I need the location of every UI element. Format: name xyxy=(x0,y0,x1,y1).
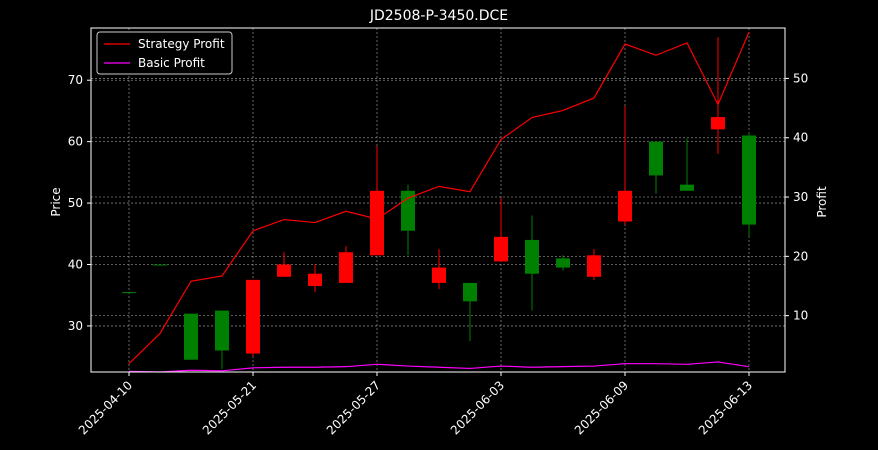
candle-body-1 xyxy=(153,264,167,266)
left-tick-label-4: 70 xyxy=(68,73,83,87)
candle-body-7 xyxy=(339,252,353,283)
candle-body-3 xyxy=(215,310,229,351)
candle-body-13 xyxy=(525,239,539,274)
candle-body-14 xyxy=(556,258,570,268)
plot-frame xyxy=(90,27,786,373)
candle-body-17 xyxy=(649,141,663,176)
candle-body-5 xyxy=(277,264,291,277)
right-axis: 10 20 30 40 50 xyxy=(785,71,808,323)
candle-body-6 xyxy=(308,273,322,286)
right-tick-label-1: 20 xyxy=(793,249,808,263)
candle-body-12 xyxy=(494,236,508,262)
chart-title: JD2508-P-3450.DCE xyxy=(369,8,508,24)
candle-body-2 xyxy=(184,313,198,360)
left-tick-label-0: 30 xyxy=(68,319,83,333)
candle-body-20 xyxy=(742,135,756,225)
candle-body-4 xyxy=(246,279,260,354)
right-tick-label-4: 50 xyxy=(793,71,808,85)
legend-label-strategy: Strategy Profit xyxy=(138,37,225,51)
candle-body-0 xyxy=(122,292,136,294)
left-tick-label-3: 60 xyxy=(68,135,83,149)
left-axis: 30 40 50 60 70 xyxy=(68,73,91,333)
candle-body-16 xyxy=(618,190,632,222)
legend-label-basic: Basic Profit xyxy=(138,56,205,70)
series-line-1 xyxy=(128,361,750,373)
legend: Strategy Profit Basic Profit xyxy=(96,31,233,75)
candle-body-10 xyxy=(432,267,446,283)
candle-body-15 xyxy=(587,255,601,277)
candle-body-18 xyxy=(680,184,694,191)
y-axis-label-left: Price xyxy=(49,187,63,216)
candle-body-8 xyxy=(370,190,384,256)
right-tick-label-0: 10 xyxy=(793,309,808,323)
profit-lines xyxy=(128,31,750,373)
right-tick-label-2: 30 xyxy=(793,190,808,204)
legend-box xyxy=(96,31,233,75)
y-axis-label-right: Profit xyxy=(815,186,829,218)
candle-body-19 xyxy=(711,117,725,130)
left-tick-label-1: 40 xyxy=(68,258,83,272)
left-tick-label-2: 50 xyxy=(68,196,83,210)
series-line-0 xyxy=(128,31,750,365)
right-tick-label-3: 40 xyxy=(793,131,808,145)
candles xyxy=(122,37,756,369)
candle-body-11 xyxy=(463,282,477,302)
